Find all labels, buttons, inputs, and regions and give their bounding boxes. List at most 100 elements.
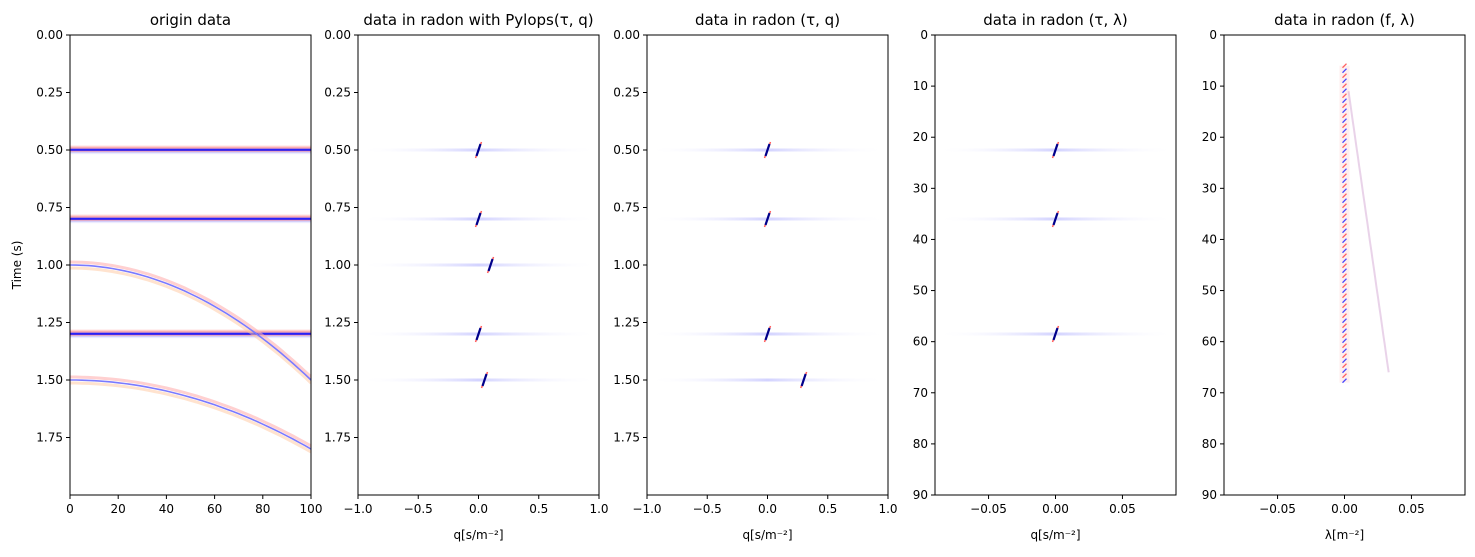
y-tick-label: 80	[1202, 437, 1217, 451]
stripe-mark	[1342, 258, 1347, 264]
stripe-mark	[1342, 288, 1347, 294]
radon-spot	[475, 143, 482, 157]
stripe-mark	[1342, 103, 1347, 109]
x-tick-label: 0.5	[818, 502, 837, 516]
stripe-mark	[1342, 198, 1347, 204]
y-axis-label: Time (s)	[10, 241, 24, 291]
stripe-mark	[1342, 208, 1347, 214]
x-tick-label: −0.5	[693, 502, 722, 516]
stripe-mark	[1342, 93, 1347, 99]
radon-streak	[358, 378, 599, 382]
stripe-mark	[1342, 133, 1347, 139]
dispersive-arc	[1347, 91, 1390, 373]
y-tick-label: 40	[1202, 232, 1217, 246]
axes-frame	[934, 34, 1177, 496]
stripe-mark	[1342, 263, 1347, 269]
y-tick-label: 0.75	[36, 201, 63, 215]
panel-5: data in radon (f, λ) −0.05 0.00 0.05 0 10 20 30…	[1202, 11, 1466, 542]
stripe-mark	[1342, 333, 1347, 339]
stripe-mark	[1342, 183, 1347, 189]
x-tick-label: 0.00	[1331, 502, 1358, 516]
stripe-mark	[1342, 158, 1347, 164]
stripe-mark	[1342, 213, 1347, 219]
image-content	[1339, 63, 1390, 384]
y-tick-label: 0.50	[613, 143, 640, 157]
panel-3: data in radon (τ, q) −1.0 −0.5 0.0 0.5 1.0 0.0…	[613, 11, 897, 542]
y-tick-label: 0.25	[324, 86, 351, 100]
y-tick-label: 0.25	[613, 86, 640, 100]
stripe-mark	[1342, 343, 1347, 349]
y-tick-label: 60	[913, 335, 928, 349]
y-tick-label: 0	[1209, 28, 1217, 42]
stripe-mark	[1342, 203, 1347, 209]
stripe-mark	[1342, 303, 1347, 309]
stripe-mark	[1342, 328, 1347, 334]
x-axis-label: q[s/m⁻²]	[742, 528, 792, 542]
stripe-mark	[1342, 368, 1347, 374]
y-tick-label: 1.00	[36, 258, 63, 272]
radon-spot	[1052, 327, 1059, 341]
y-tick-label: 70	[1202, 386, 1217, 400]
panel-4: data in radon (τ, λ) −0.05 0.00 0.05 0 10 20 30…	[913, 11, 1177, 542]
stripe-mark	[1342, 353, 1347, 359]
x-tick-label: 0	[66, 502, 74, 516]
stripe-mark	[1342, 283, 1347, 289]
stripe-mark	[1342, 83, 1347, 89]
y-tick-label: 60	[1202, 335, 1217, 349]
x-tick-label: 60	[207, 502, 222, 516]
x-tick-label: −0.05	[970, 502, 1007, 516]
stripe-mark	[1342, 193, 1347, 199]
x-tick-label: 0.5	[529, 502, 548, 516]
stripe-mark	[1342, 123, 1347, 129]
stripe-mark	[1342, 378, 1347, 384]
stripe-mark	[1342, 308, 1347, 314]
stripe-mark	[1342, 128, 1347, 134]
stripe-mark	[1342, 188, 1347, 194]
y-tick-label: 1.50	[324, 373, 351, 387]
radon-spot	[764, 212, 771, 226]
stripe-mark	[1342, 253, 1347, 259]
x-tick-label: −1.0	[632, 502, 661, 516]
x-axis-label: q[s/m⁻²]	[1030, 528, 1080, 542]
y-tick-label: 1.50	[613, 373, 640, 387]
stripe-mark	[1342, 233, 1347, 239]
radon-streak	[358, 263, 599, 267]
stripe-mark	[1342, 118, 1347, 124]
radon-spot	[481, 373, 488, 387]
y-tick-label: 70	[913, 386, 928, 400]
x-tick-label: 0.05	[1398, 502, 1425, 516]
stripe-mark	[1342, 278, 1347, 284]
y-tick-label: 50	[1202, 284, 1217, 298]
x-tick-label: 1.0	[878, 502, 897, 516]
event-curve-halo	[70, 260, 311, 379]
stripe-mark	[1342, 138, 1347, 144]
stripe-mark	[1342, 293, 1347, 299]
y-tick-label: 0.50	[36, 143, 63, 157]
y-tick-label: 50	[913, 284, 928, 298]
chart-title: origin data	[150, 11, 231, 29]
stripe-halo	[1339, 65, 1350, 383]
chart-title: data in radon with Pylops(τ, q)	[363, 11, 593, 29]
stripe-mark	[1342, 243, 1347, 249]
x-tick-label: 20	[111, 502, 126, 516]
stripe-mark	[1342, 348, 1347, 354]
radon-spot	[487, 258, 494, 272]
x-tick-label: −1.0	[343, 502, 372, 516]
y-tick-label: 1.25	[613, 316, 640, 330]
y-tick-label: 30	[913, 181, 928, 195]
stripe-mark	[1342, 68, 1347, 74]
y-tick-label: 1.25	[36, 316, 63, 330]
stripe-mark	[1342, 88, 1347, 94]
y-tick-label: 10	[913, 79, 928, 93]
radon-spot	[800, 373, 807, 387]
stripe-mark	[1342, 338, 1347, 344]
y-tick-label: 1.75	[324, 431, 351, 445]
radon-spot	[1052, 143, 1059, 157]
stripe-mark	[1342, 98, 1347, 104]
stripe-mark	[1342, 143, 1347, 149]
x-tick-label: 100	[300, 502, 323, 516]
stripe-mark	[1342, 108, 1347, 114]
radon-spot	[475, 327, 482, 341]
stripe-mark	[1342, 318, 1347, 324]
